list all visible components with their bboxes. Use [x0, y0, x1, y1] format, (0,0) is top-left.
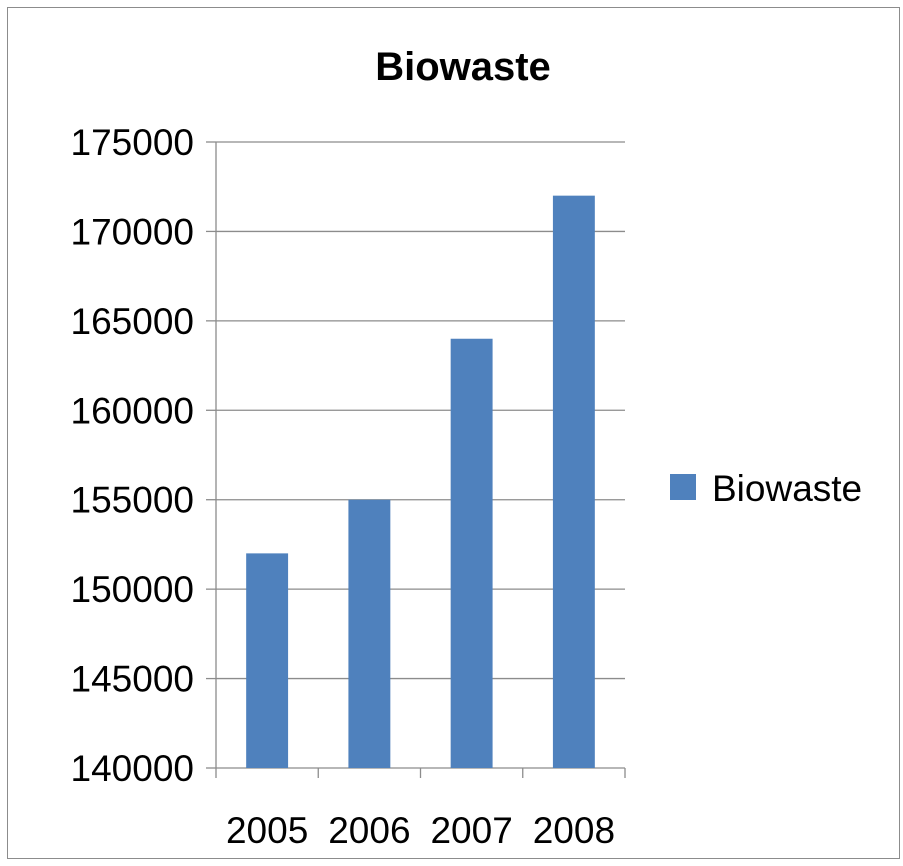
x-tick-label: 2006 [328, 810, 410, 851]
bar-2008 [552, 195, 595, 768]
bar-2005 [246, 553, 289, 768]
chart-title: Biowaste [375, 45, 551, 89]
y-tick-label: 150000 [71, 569, 194, 610]
y-tick-label: 140000 [71, 748, 194, 789]
y-tick-label: 175000 [71, 122, 194, 163]
y-tick-label: 155000 [71, 480, 194, 521]
x-tick-label: 2008 [533, 810, 615, 851]
x-tick-label: 2007 [430, 810, 512, 851]
legend: Biowaste [670, 468, 862, 509]
y-tick-label: 170000 [71, 211, 194, 252]
y-axis-ticks: 140000 145000 150000 155000 160000 165000 1700… [71, 122, 194, 789]
x-tick-label: 2005 [226, 810, 308, 851]
bar-series [246, 195, 595, 768]
legend-label: Biowaste [712, 468, 862, 509]
y-tick-label: 160000 [71, 390, 194, 431]
bar-2006 [348, 499, 391, 768]
y-tick-label: 165000 [71, 301, 194, 342]
y-tick-label: 145000 [71, 659, 194, 700]
legend-swatch [670, 474, 696, 500]
bar-2007 [450, 338, 493, 768]
x-axis-ticks: 2005 2006 2007 2008 [226, 810, 615, 851]
